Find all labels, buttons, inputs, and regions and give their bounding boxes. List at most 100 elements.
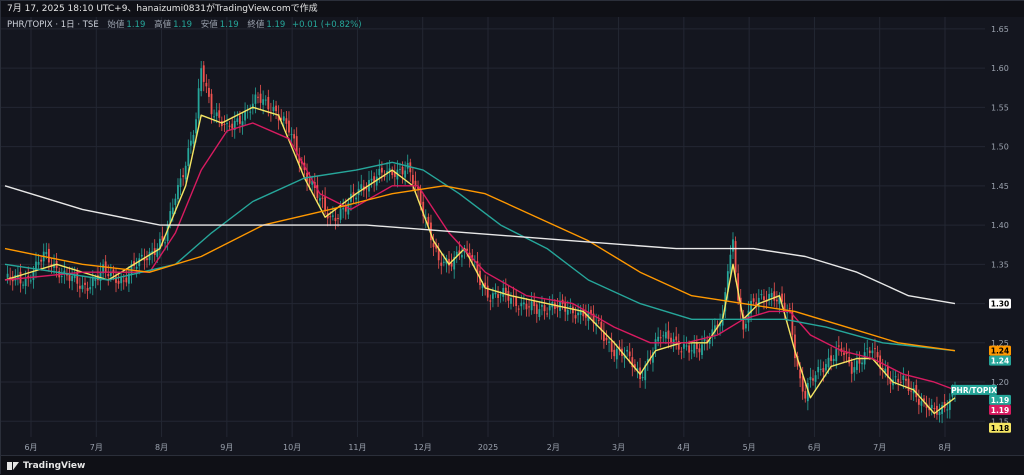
candle-body (938, 411, 941, 415)
candle-body (608, 341, 610, 343)
symbol-name: PHR/TOPIX · 1日 · TSE (7, 20, 99, 30)
candle-body (128, 273, 130, 284)
candle-body (73, 274, 76, 279)
candle-body (251, 103, 254, 110)
candle-body (752, 298, 755, 302)
price-tag-label: PHR/TOPIX (951, 386, 997, 395)
candle-body (29, 280, 32, 282)
candle-body (876, 352, 879, 358)
candle-body (324, 196, 327, 211)
candle-body (117, 280, 120, 284)
chart-plot[interactable]: 1.65 1.60 1.55 1.50 1.45 1.40 1.35 1.30 1.25 1.20… (1, 17, 1024, 455)
candle-body (677, 341, 680, 350)
candle-body (827, 357, 830, 368)
candle-body (729, 254, 732, 274)
candle-body (711, 329, 714, 337)
candle-body (280, 117, 283, 121)
low-label: 安値 (200, 20, 218, 30)
price-tag-label: 1.18 (991, 424, 1010, 433)
candle-body (91, 277, 94, 287)
y-tick-label: 1.35 (991, 260, 1009, 269)
candle-body (915, 385, 918, 398)
candle-body (401, 166, 404, 175)
candle-body (311, 180, 314, 185)
candle-body (138, 258, 141, 267)
candle-body (86, 287, 89, 291)
candle-body (858, 357, 861, 364)
open-label: 始値 (107, 20, 125, 30)
candle-body (166, 224, 169, 242)
candle-body (339, 208, 342, 220)
candle-body (750, 300, 752, 314)
candle-body (535, 304, 538, 314)
candle-body (830, 355, 832, 361)
candle-body (182, 175, 185, 178)
candle-body (489, 300, 492, 302)
candle-body (97, 275, 99, 281)
price-tag (951, 384, 997, 395)
candle-body (590, 309, 592, 315)
candle-body (115, 276, 117, 283)
candle-body (277, 114, 280, 121)
candle-body (205, 82, 208, 87)
candle-body (768, 293, 771, 300)
candle-body (886, 365, 889, 378)
candle-body (615, 348, 618, 360)
candle-body (316, 184, 319, 198)
x-tick-label: 9月 (220, 443, 233, 452)
candle-body (533, 300, 536, 307)
high-value: 1.19 (173, 20, 193, 30)
candle-body (19, 271, 22, 284)
candle-body (646, 358, 649, 363)
tradingview-logo[interactable]: TradingView (7, 461, 85, 471)
candle-body (267, 96, 270, 110)
candle-body (378, 168, 381, 176)
candle-body (383, 175, 386, 177)
candle-body (548, 305, 551, 311)
moving-average-line (4, 106, 956, 415)
candle-body (856, 360, 858, 371)
candle-body (874, 348, 876, 350)
candle-body (881, 368, 884, 370)
candle-body (923, 398, 925, 401)
candle-body (917, 398, 920, 405)
candle-body (233, 120, 236, 131)
candle-body (574, 315, 577, 319)
candle-body (94, 278, 97, 281)
candle-body (344, 205, 347, 212)
candle-body (187, 148, 190, 166)
candle-body (572, 306, 574, 314)
candle-body (698, 348, 701, 353)
candle-body (461, 254, 463, 258)
candle-body (430, 222, 432, 241)
candle-body (504, 287, 507, 294)
candle-body (773, 291, 776, 301)
candle-body (822, 368, 825, 373)
candle-body (435, 244, 438, 249)
footer-bar: TradingView (1, 455, 1024, 475)
candle-body (146, 258, 148, 261)
candle-body (613, 349, 616, 357)
candle-body (45, 252, 48, 255)
candle-body (293, 134, 296, 139)
candle-body (528, 306, 530, 308)
candle-body (355, 197, 357, 200)
candle-body (215, 112, 218, 117)
candle-body (517, 308, 520, 310)
price-chart[interactable]: 1.65 1.60 1.55 1.50 1.45 1.40 1.35 1.30 1.25 1.20… (1, 17, 1024, 455)
y-tick-label: 1.55 (991, 103, 1009, 112)
candle-body (102, 264, 104, 274)
price-tag (989, 298, 1011, 309)
tradingview-icon (7, 461, 19, 470)
candle-body (817, 366, 820, 373)
candle-body (388, 168, 391, 172)
candle-body (164, 242, 166, 244)
header-bar: 7月 17, 2025 18:10 UTC+9、hanaizumi0831がTr… (1, 1, 1024, 17)
candle-body (644, 365, 647, 381)
candle-body (695, 342, 698, 350)
candle-body (569, 306, 572, 308)
price-tag-label: 1.19 (991, 406, 1010, 415)
candle-body (177, 185, 179, 200)
candle-body (837, 345, 840, 347)
candle-body (319, 198, 321, 201)
